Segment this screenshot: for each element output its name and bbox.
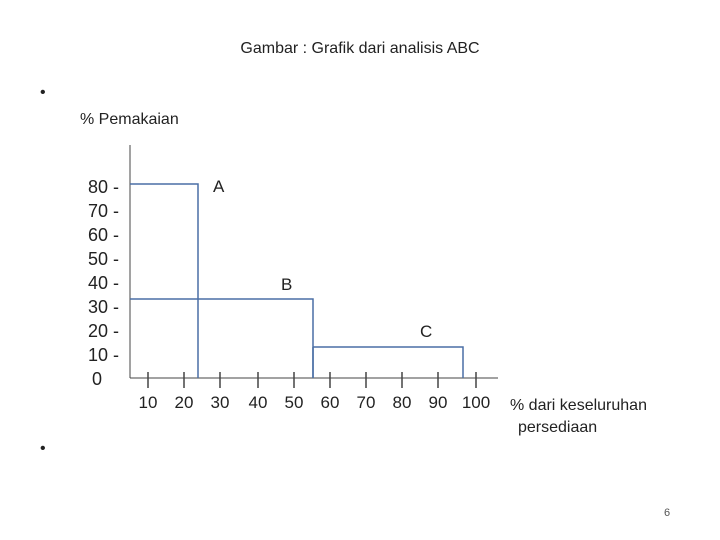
segment-label-c: C (420, 322, 433, 341)
segment-b (130, 298, 314, 378)
page-number: 6 (664, 507, 671, 519)
x-tick-label: 10 (138, 393, 158, 412)
x-axis-label-line2: persediaan (518, 419, 598, 436)
y-tick-label: 0 (92, 369, 103, 389)
segment-label-a: A (213, 177, 225, 196)
x-axis-label-line1: % dari keseluruhan (510, 397, 647, 414)
x-tick-label: 90 (428, 393, 448, 412)
y-tick-label: 50 - (88, 249, 120, 269)
x-tick-label: 80 (392, 393, 412, 412)
x-tick-label: 50 (284, 393, 304, 412)
y-tick-label: 20 - (88, 321, 120, 341)
x-tick-label: 70 (356, 393, 376, 412)
bullet-1: • (40, 84, 46, 101)
segment-c (313, 346, 464, 378)
y-tick-label: 10 - (88, 345, 120, 365)
y-tick-label: 60 - (88, 225, 120, 245)
y-tick-label: 30 - (88, 297, 120, 317)
bullet-2: • (40, 440, 46, 457)
segment-a (130, 183, 199, 378)
abc-segments (130, 183, 464, 378)
slide-title: Gambar : Grafik dari analisis ABC (240, 40, 480, 57)
segment-label-b: B (281, 275, 293, 294)
y-axis-label: % Pemakaian (80, 111, 179, 128)
x-tick-label: 60 (320, 393, 340, 412)
x-axis-label: % dari keseluruhan persediaan (510, 395, 647, 439)
y-tick-label: 40 - (88, 273, 120, 293)
x-tick-label: 30 (210, 393, 230, 412)
x-tick-label: 40 (248, 393, 268, 412)
x-tick-label: 100 (461, 393, 491, 412)
x-tick-marks (147, 372, 477, 388)
y-tick-label: 80 - (88, 177, 120, 197)
x-tick-label: 20 (174, 393, 194, 412)
y-tick-label: 70 - (88, 201, 120, 221)
